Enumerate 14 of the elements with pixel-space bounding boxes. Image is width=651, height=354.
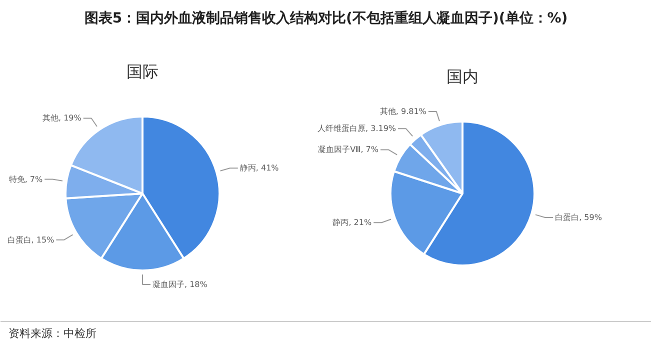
chart-title: 国内 bbox=[446, 67, 478, 86]
text: 资料来源：中检所 bbox=[8, 327, 96, 340]
slice-label: 白蛋白, 59% bbox=[555, 212, 602, 222]
slice-label: 白蛋白, 15% bbox=[7, 235, 55, 244]
slice-label: 凝血因子, 18% bbox=[152, 280, 208, 289]
slice-label: 凝血因子Ⅷ, 7% bbox=[318, 145, 379, 154]
slice-label: 静丙, 41% bbox=[240, 164, 280, 173]
slice-label: 特免, 7% bbox=[8, 174, 44, 184]
text: 图表5：国内外血液制品销售收入结构对比(不包括重组人凝血因子)(单位：%) bbox=[84, 10, 568, 26]
slice-label: 其他, 19% bbox=[42, 114, 82, 123]
slice-label: 人纤维蛋白原, 3.19% bbox=[318, 124, 396, 134]
slice-label: 其他, 9.81% bbox=[380, 107, 427, 116]
chart-title: 国际 bbox=[126, 62, 158, 81]
slice-label: 静丙, 21% bbox=[332, 218, 372, 228]
